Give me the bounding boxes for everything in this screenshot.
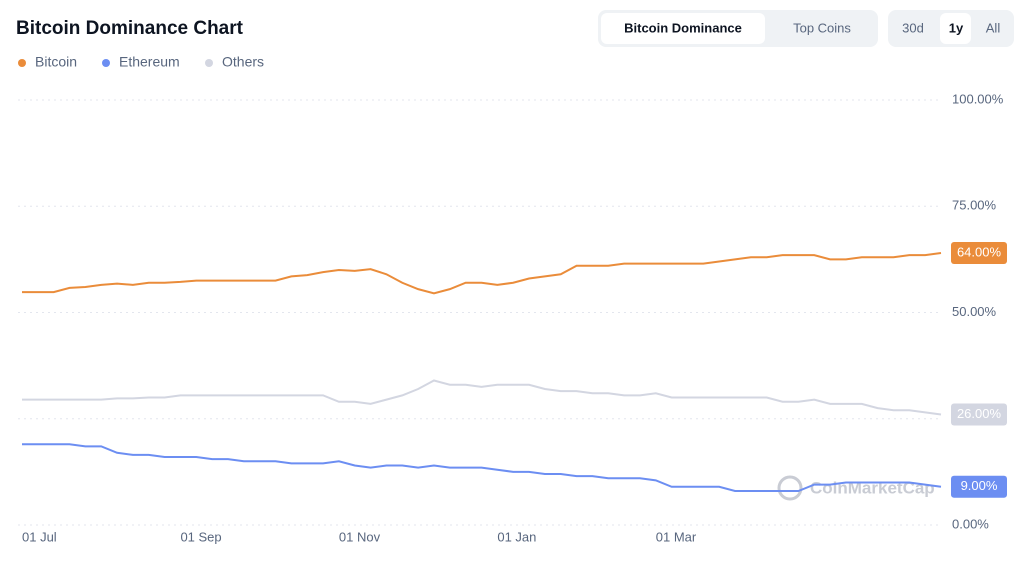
range-button[interactable]: 1y xyxy=(949,20,964,35)
end-label: 64.00% xyxy=(957,244,1002,259)
y-tick-label: 0.00% xyxy=(952,516,989,531)
legend-marker xyxy=(205,59,213,67)
end-label: 9.00% xyxy=(961,478,998,493)
x-tick-label: 01 Nov xyxy=(339,529,381,544)
legend-label: Ethereum xyxy=(119,54,180,70)
series-line xyxy=(22,443,942,492)
x-tick-label: 01 Sep xyxy=(180,529,221,544)
x-tick-label: 01 Mar xyxy=(656,529,697,544)
end-badge xyxy=(951,475,1007,498)
range-button[interactable]: All xyxy=(986,20,1001,35)
legend-label: Bitcoin xyxy=(35,54,77,70)
range-button[interactable]: 30d xyxy=(902,20,924,35)
end-badge xyxy=(951,403,1007,426)
end-badge xyxy=(951,242,1007,264)
y-tick-label: 100.00% xyxy=(952,91,1004,106)
page-title: Bitcoin Dominance Chart xyxy=(16,18,244,39)
watermark: CoinMarketCap xyxy=(810,478,935,497)
range-active xyxy=(940,13,971,44)
tab[interactable]: Top Coins xyxy=(793,20,851,35)
tab[interactable]: Bitcoin Dominance xyxy=(624,20,742,35)
tab-active xyxy=(601,13,765,44)
y-tick-label: 75.00% xyxy=(952,198,997,213)
x-tick-label: 01 Jan xyxy=(497,529,536,544)
series-line xyxy=(22,379,942,416)
x-tick-label: 01 Jul xyxy=(22,529,57,544)
legend-label: Others xyxy=(222,54,264,70)
legend-marker xyxy=(18,59,26,67)
y-tick-label: 50.00% xyxy=(952,304,997,319)
watermark-logo xyxy=(777,475,803,501)
legend-marker xyxy=(102,59,110,67)
end-label: 26.00% xyxy=(957,406,1002,421)
series-line xyxy=(22,252,942,295)
